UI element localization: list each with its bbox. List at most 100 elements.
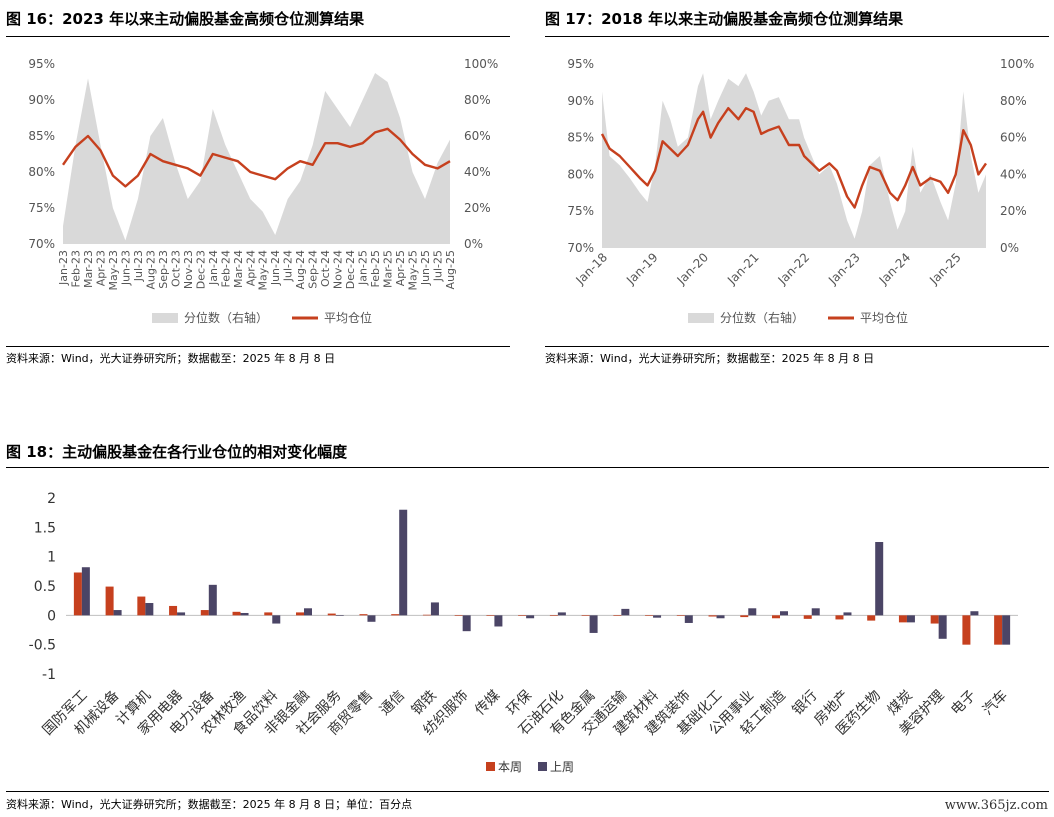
bar-this-week (327, 613, 336, 616)
left-tick-label: 70% (28, 237, 55, 251)
x-tick-label: Jan-23 (825, 250, 863, 288)
bar-this-week (105, 586, 114, 616)
right-tick-label: 60% (464, 129, 491, 143)
category-label: 通信 (377, 688, 408, 719)
x-tick-label: Apr-25 (394, 250, 407, 286)
figure-16-source-rule (6, 346, 510, 347)
figure-17-source: 资料来源：Wind，光大证券研究所；数据截至：2025 年 8 月 8 日 (545, 352, 875, 365)
x-tick-label: Jan-24 (207, 250, 220, 286)
figure-16-title: 图 16：2023 年以来主动偏股基金高频仓位测算结果 (6, 10, 365, 28)
bar-this-week (803, 615, 812, 619)
x-tick-label: Jan-25 (926, 250, 964, 288)
bar-last-week (240, 612, 249, 616)
bar-last-week (272, 615, 281, 624)
right-tick-label: 20% (464, 201, 491, 215)
bar-last-week (875, 542, 884, 616)
bar-this-week (422, 614, 431, 616)
bar-last-week (367, 615, 376, 622)
bar-this-week (454, 615, 463, 616)
bar-this-week (391, 614, 400, 616)
bar-this-week (708, 615, 717, 617)
category-label: 汽车 (979, 687, 1011, 719)
bar-this-week (740, 615, 749, 618)
x-tick-label: May-23 (107, 250, 120, 291)
legend-label-percentile: 分位数（右轴） (184, 310, 268, 325)
legend-swatch-percentile (688, 313, 714, 323)
bar-this-week (518, 615, 527, 616)
x-tick-label: Jun-24 (269, 250, 282, 286)
x-tick-label: Nov-23 (182, 250, 195, 289)
x-tick-label: Jan-24 (876, 250, 914, 288)
percentile-area (63, 73, 450, 244)
bar-last-week (208, 584, 217, 616)
left-tick-label: 75% (28, 201, 55, 215)
right-tick-label: 80% (1000, 94, 1027, 108)
x-tick-label: Sep-24 (307, 250, 320, 289)
bar-last-week (494, 615, 503, 627)
right-tick-label: 0% (464, 237, 483, 251)
x-tick-label: Jan-25 (357, 250, 370, 286)
bar-last-week (462, 615, 471, 632)
bar-this-week (359, 614, 368, 616)
x-tick-label: Aug-25 (444, 250, 457, 289)
x-tick-label: Jan-21 (724, 250, 762, 288)
watermark: www.365jz.com (944, 798, 1048, 813)
x-tick-label: Jan-19 (623, 250, 661, 288)
x-tick-label: May-24 (257, 250, 270, 291)
bar-last-week (970, 611, 979, 616)
y-tick-label: -1 (42, 667, 56, 683)
bar-last-week (906, 615, 915, 623)
bar-last-week (811, 608, 820, 616)
bar-last-week (335, 615, 344, 616)
bar-last-week (145, 603, 154, 616)
left-tick-label: 75% (567, 204, 594, 218)
x-tick-label: Mar-24 (232, 250, 245, 288)
legend-label-this-week: 本周 (498, 760, 522, 774)
left-tick-label: 85% (567, 131, 594, 145)
bar-this-week (676, 615, 685, 616)
figure-17-title-rule (545, 36, 1049, 37)
x-tick-label: Mar-25 (382, 250, 395, 288)
left-tick-label: 70% (567, 241, 594, 255)
y-tick-label: 1 (47, 550, 56, 566)
right-tick-label: 20% (1000, 204, 1027, 218)
legend-label-percentile: 分位数（右轴） (720, 310, 804, 325)
x-tick-label: Jan-23 (57, 250, 70, 286)
x-tick-label: Aug-23 (144, 250, 157, 289)
x-tick-label: Sep-23 (157, 250, 170, 289)
figure-16-source: 资料来源：Wind，光大证券研究所；数据截至：2025 年 8 月 8 日 (6, 352, 336, 365)
x-tick-label: Jan-20 (674, 250, 712, 288)
bar-this-week (232, 611, 241, 616)
figure-17-title: 图 17：2018 年以来主动偏股基金高频仓位测算结果 (545, 10, 904, 28)
bar-last-week (113, 610, 122, 616)
bar-last-week (748, 608, 757, 616)
bar-this-week (962, 615, 971, 645)
y-tick-label: 2 (47, 491, 56, 507)
bar-this-week (296, 612, 304, 616)
left-tick-label: 80% (28, 165, 55, 179)
right-tick-label: 40% (464, 165, 491, 179)
bar-this-week (581, 615, 590, 616)
x-tick-label: Jan-22 (775, 250, 813, 288)
legend-label-avg: 平均仓位 (324, 310, 372, 325)
x-tick-label: Jun-25 (419, 250, 432, 286)
category-label: 传媒 (472, 688, 503, 719)
bar-last-week (1002, 615, 1011, 645)
x-tick-label: Aug-24 (294, 250, 307, 289)
figure-17-chart: 95% 90% 85% 80% 75% 70% 100% 80% 60% 40% 20% 0% Jan-… (567, 57, 1034, 325)
bar-this-week (898, 615, 907, 623)
left-tick-label: 95% (28, 57, 55, 71)
left-tick-label: 80% (567, 167, 594, 181)
bar-this-week (645, 615, 654, 616)
left-tick-label: 90% (28, 93, 55, 107)
bar-last-week (557, 612, 566, 616)
x-tick-label: Dec-23 (194, 250, 207, 289)
bar-last-week (780, 611, 788, 616)
bar-this-week (264, 612, 273, 616)
y-tick-label: 0 (47, 608, 56, 624)
x-tick-label: Jul-23 (132, 250, 145, 282)
legend-label-last-week: 上周 (550, 760, 574, 774)
x-tick-label: Apr-24 (244, 250, 257, 286)
legend-swatch-percentile (152, 313, 178, 323)
bar-last-week (589, 615, 598, 633)
